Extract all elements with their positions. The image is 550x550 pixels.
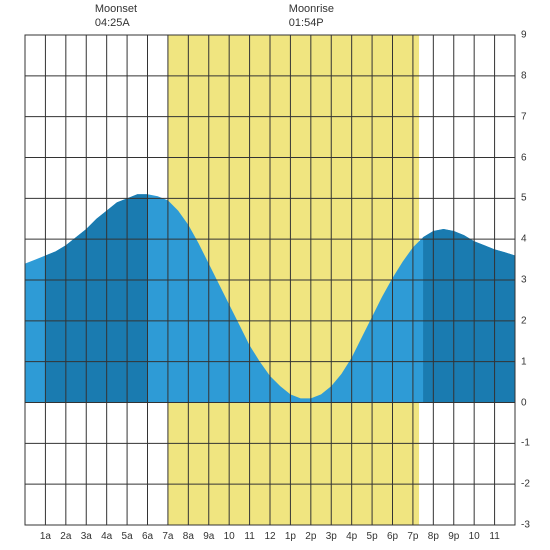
y-tick-label: -2 bbox=[521, 479, 530, 490]
x-tick-label: 9a bbox=[203, 531, 214, 542]
tide-chart: Moonset 04:25A Moonrise 01:54P 1a 2a 3a 4a 5… bbox=[0, 0, 550, 550]
moonrise-title: Moonrise bbox=[289, 2, 334, 16]
x-tick-label: 5a bbox=[122, 531, 133, 542]
x-tick-label: 2a bbox=[60, 531, 71, 542]
plot-area bbox=[0, 0, 550, 550]
x-tick-label: 7p bbox=[407, 531, 418, 542]
x-tick-label: 4a bbox=[101, 531, 112, 542]
x-tick-label: 11 bbox=[244, 531, 254, 542]
y-tick-label: 3 bbox=[521, 275, 527, 286]
y-tick-label: 0 bbox=[521, 397, 527, 408]
y-tick-label: 6 bbox=[521, 152, 527, 163]
moonset-time: 04:25A bbox=[95, 16, 137, 30]
x-tick-label: 12 bbox=[264, 531, 275, 542]
y-tick-label: 7 bbox=[521, 111, 527, 122]
moonset-header: Moonset 04:25A bbox=[95, 2, 137, 31]
x-tick-label: 8p bbox=[428, 531, 439, 542]
x-tick-label: 1a bbox=[40, 531, 51, 542]
moonset-title: Moonset bbox=[95, 2, 137, 16]
y-tick-label: 8 bbox=[521, 70, 527, 81]
x-tick-label: 1p bbox=[285, 531, 296, 542]
y-tick-label: 4 bbox=[521, 234, 527, 245]
y-tick-label: 9 bbox=[521, 30, 527, 41]
x-tick-label: 9p bbox=[448, 531, 459, 542]
moonrise-header: Moonrise 01:54P bbox=[289, 2, 334, 31]
x-tick-label: 6a bbox=[142, 531, 153, 542]
x-tick-label: 10 bbox=[469, 531, 480, 542]
y-tick-label: 1 bbox=[521, 356, 527, 367]
y-tick-label: 2 bbox=[521, 315, 527, 326]
x-tick-label: 11 bbox=[489, 531, 499, 542]
x-tick-label: 3p bbox=[326, 531, 337, 542]
x-tick-label: 6p bbox=[387, 531, 398, 542]
x-tick-label: 3a bbox=[81, 531, 92, 542]
x-tick-label: 10 bbox=[224, 531, 235, 542]
x-tick-label: 8a bbox=[183, 531, 194, 542]
x-tick-label: 7a bbox=[162, 531, 173, 542]
x-tick-label: 5p bbox=[367, 531, 378, 542]
y-tick-label: 5 bbox=[521, 193, 527, 204]
y-tick-label: -1 bbox=[521, 438, 530, 449]
x-tick-label: 2p bbox=[305, 531, 316, 542]
moonrise-time: 01:54P bbox=[289, 16, 334, 30]
x-tick-label: 4p bbox=[346, 531, 357, 542]
y-tick-label: -3 bbox=[521, 520, 530, 531]
